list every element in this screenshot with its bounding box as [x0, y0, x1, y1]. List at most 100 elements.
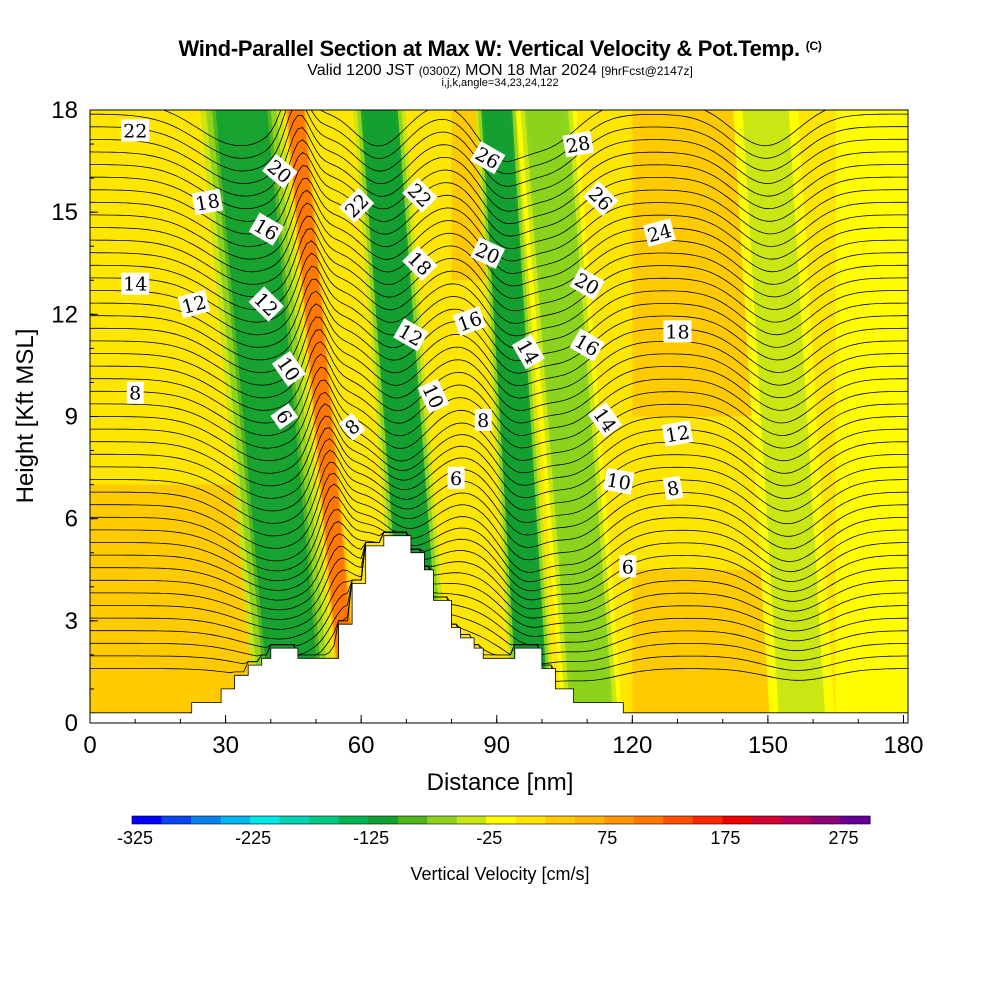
contour-label-text: 10	[605, 469, 633, 495]
colorbar-swatch	[751, 816, 782, 824]
colorbar-swatch	[132, 816, 163, 824]
isentrope-line	[90, 127, 908, 212]
colorbar-swatch	[220, 816, 251, 824]
contour-label-box	[603, 467, 635, 495]
isentrope-line	[90, 303, 908, 387]
contour-label-text: 6	[622, 556, 634, 578]
colorbar-swatch	[633, 816, 664, 824]
contour-label: 18	[663, 320, 692, 343]
isentrope-line	[90, 449, 908, 536]
isentrope-line	[90, 509, 908, 592]
isentrope-line	[90, 165, 908, 250]
isentrope-line	[90, 341, 908, 424]
contour-label-text: 6	[450, 468, 462, 490]
isentrope-line	[90, 415, 908, 499]
contour-label: 8	[474, 408, 492, 432]
contour-label-box	[452, 305, 487, 337]
colorbar-swatch	[427, 816, 458, 824]
contour-label: 24	[643, 218, 676, 247]
contour-label: 8	[338, 412, 366, 441]
contour-label: 28	[562, 130, 594, 158]
forecast-info: [9hrFcst@2147z]	[601, 64, 693, 78]
isentrope-line	[90, 114, 908, 200]
colorbar-swatch	[191, 816, 222, 824]
colorbar-swatch	[574, 816, 605, 824]
terrain-profile	[90, 535, 908, 723]
y-axis-label: Height [Kft MSL]	[12, 329, 39, 504]
y-tick-label: 9	[65, 404, 78, 431]
contour-label-text: 14	[123, 274, 147, 296]
contour-label-box	[663, 320, 692, 343]
title-mark: (C)	[805, 39, 822, 53]
contour-label-box	[402, 177, 438, 213]
colorbar-tick-label: 175	[710, 828, 740, 848]
contour-label-box	[338, 412, 366, 441]
contour-label-box	[262, 153, 298, 189]
contour-label: 6	[619, 555, 637, 578]
valid-utc: (0300Z)	[418, 64, 461, 78]
colorbar-swatch	[663, 816, 694, 824]
contour-label-box	[191, 188, 224, 216]
contour-label: 8	[126, 381, 144, 405]
contour-label-text: 22	[123, 120, 147, 142]
colorbar-tick-label: -225	[235, 828, 271, 848]
contour-label: 14	[121, 272, 150, 296]
isentrope-line	[90, 265, 908, 349]
x-tick-label: 120	[612, 732, 652, 759]
isentrope-line	[90, 531, 908, 673]
contour-label-box	[470, 141, 506, 175]
y-axis: 0 3 6 9 12 15 18	[51, 97, 98, 737]
contour-label: 12	[177, 289, 211, 319]
terrain-mask	[90, 535, 908, 723]
isentrope-line	[90, 278, 908, 362]
contour-label-box	[583, 180, 619, 217]
isentrope-line	[90, 189, 908, 274]
contour-label-box	[271, 351, 306, 387]
isentrope-line	[90, 531, 908, 646]
x-axis-label: Distance [nm]	[427, 769, 574, 796]
contour-label-box	[661, 420, 694, 447]
isentrope-line	[90, 290, 908, 374]
colorbar-swatch	[279, 816, 310, 824]
colorbar-swatch	[840, 816, 871, 824]
isentrope-line	[90, 391, 908, 474]
contour-label: 12	[661, 420, 694, 448]
isentrope-line	[90, 403, 908, 486]
contour-label-box	[121, 119, 150, 142]
contour-label-box	[511, 334, 545, 370]
contour-label-box	[447, 466, 465, 489]
colorbar-swatch	[545, 816, 576, 824]
colorbar-swatch	[722, 816, 753, 824]
x-tick-label: 30	[212, 732, 239, 759]
y-tick-label: 3	[65, 608, 78, 635]
chart-subtitle: Valid 1200 JST (0300Z) MON 18 Mar 2024 […	[307, 62, 693, 79]
contour-label-text: 12	[664, 422, 692, 448]
colorbar-frame	[131, 815, 871, 825]
isentrope-line	[90, 110, 908, 175]
colorbar-swatch	[397, 816, 428, 824]
isentrope-line	[90, 379, 908, 461]
colorbar-swatch	[781, 816, 812, 824]
x-tick-label: 60	[348, 732, 375, 759]
x-tick-label: 150	[748, 732, 788, 759]
contour-label: 18	[191, 188, 224, 216]
contour-label-text: 8	[129, 383, 141, 405]
contour-label-box	[569, 267, 605, 301]
colorbar: -325 -225 -125 -25 75 175 275	[117, 815, 871, 848]
isentrope-line	[90, 531, 908, 637]
isentrope-line	[90, 366, 908, 449]
x-tick-label: 90	[483, 732, 510, 759]
isentrope-line	[90, 152, 908, 237]
contour-label-box	[643, 218, 676, 247]
colorbar-swatch	[309, 816, 340, 824]
isentrope-line	[90, 521, 908, 601]
contour-label-box	[474, 408, 492, 431]
colorbar-tick-label: 275	[828, 828, 858, 848]
contour-label-box	[126, 381, 144, 404]
contour-label-box	[177, 289, 211, 319]
colorbar-swatch	[810, 816, 841, 824]
contour-label-text: 28	[564, 132, 592, 158]
isentrope-line	[90, 202, 908, 287]
velocity-patch	[835, 110, 908, 713]
